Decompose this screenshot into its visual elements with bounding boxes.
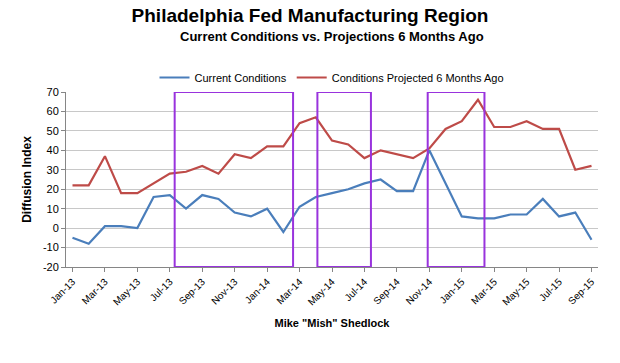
svg-text:Jul-14: Jul-14: [342, 276, 369, 303]
svg-text:70: 70: [47, 86, 59, 98]
svg-text:Mike "Mish" Shedlock: Mike "Mish" Shedlock: [275, 317, 391, 329]
svg-text:-20: -20: [43, 261, 59, 273]
svg-text:Mar-15: Mar-15: [469, 276, 499, 306]
svg-text:Sep-13: Sep-13: [177, 276, 208, 307]
svg-text:May-15: May-15: [500, 276, 532, 308]
svg-text:30: 30: [47, 164, 59, 176]
svg-text:Sep-15: Sep-15: [566, 276, 597, 307]
svg-text:Diffusion Index: Diffusion Index: [20, 136, 34, 223]
svg-text:40: 40: [47, 144, 59, 156]
svg-text:May-13: May-13: [111, 276, 143, 308]
svg-text:Jan-15: Jan-15: [437, 276, 467, 306]
svg-text:Nov-13: Nov-13: [209, 276, 240, 307]
svg-text:Mar-13: Mar-13: [80, 276, 110, 306]
svg-text:20: 20: [47, 183, 59, 195]
svg-text:Philadelphia Fed Manufacturing: Philadelphia Fed Manufacturing Region: [132, 5, 489, 26]
svg-text:Nov-14: Nov-14: [404, 276, 435, 307]
svg-text:Current Conditions vs. Project: Current Conditions vs. Projections 6 Mon…: [180, 29, 484, 44]
svg-text:May-14: May-14: [306, 276, 338, 308]
svg-text:Mar-14: Mar-14: [274, 276, 304, 306]
svg-text:Conditions Projected 6 Months: Conditions Projected 6 Months Ago: [332, 72, 504, 84]
svg-text:Current Conditions: Current Conditions: [195, 72, 287, 84]
svg-text:Sep-14: Sep-14: [371, 276, 402, 307]
svg-text:Jul-13: Jul-13: [148, 276, 175, 303]
svg-text:Jan-14: Jan-14: [243, 276, 273, 306]
svg-text:10: 10: [47, 203, 59, 215]
svg-text:60: 60: [47, 105, 59, 117]
svg-text:-10: -10: [43, 241, 59, 253]
svg-text:50: 50: [47, 125, 59, 137]
svg-text:Jan-13: Jan-13: [48, 276, 78, 306]
svg-text:0: 0: [53, 222, 59, 234]
svg-text:Jul-15: Jul-15: [537, 276, 564, 303]
